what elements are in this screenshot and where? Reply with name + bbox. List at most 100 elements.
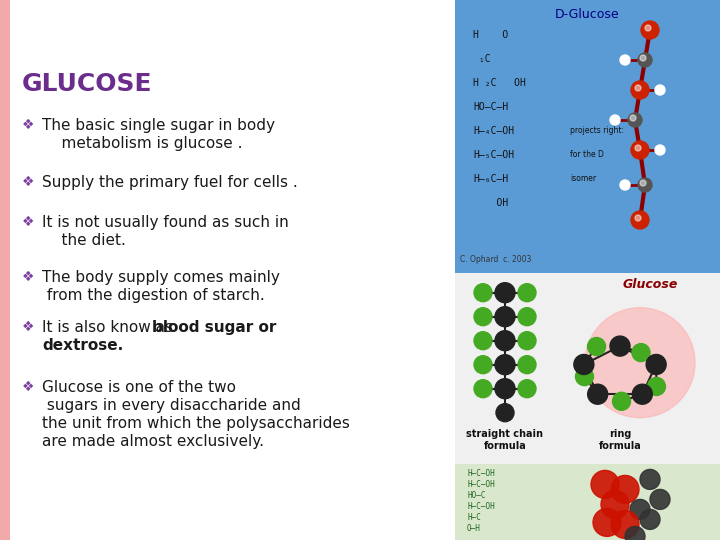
Text: for the D: for the D <box>570 150 604 159</box>
Circle shape <box>641 21 659 39</box>
Text: ❖: ❖ <box>22 270 35 284</box>
Circle shape <box>638 53 652 67</box>
Text: ring
formula: ring formula <box>598 429 642 451</box>
Circle shape <box>632 343 650 362</box>
Circle shape <box>495 379 515 399</box>
Text: H—C: H—C <box>467 514 481 522</box>
Text: isomer: isomer <box>570 174 596 183</box>
Text: ❖: ❖ <box>22 380 35 394</box>
Text: It is not usually found as such in: It is not usually found as such in <box>42 215 289 230</box>
Circle shape <box>588 338 606 355</box>
Text: the unit from which the polysaccharides: the unit from which the polysaccharides <box>42 416 350 431</box>
Text: ❖: ❖ <box>22 118 35 132</box>
Circle shape <box>635 145 641 151</box>
Circle shape <box>631 211 649 229</box>
Circle shape <box>613 393 631 410</box>
Text: Glucose: Glucose <box>622 278 678 291</box>
Text: H—₆C—H: H—₆C—H <box>473 174 508 184</box>
Text: Glucose is one of the two: Glucose is one of the two <box>42 380 236 395</box>
Text: H    O: H O <box>473 30 508 40</box>
Text: projects right:: projects right: <box>570 126 624 135</box>
Circle shape <box>496 404 514 422</box>
Bar <box>0 0 10 540</box>
Circle shape <box>635 85 641 91</box>
Circle shape <box>655 85 665 95</box>
Circle shape <box>630 115 636 121</box>
Circle shape <box>655 145 665 155</box>
Text: metabolism is glucose .: metabolism is glucose . <box>42 136 243 151</box>
Circle shape <box>585 308 695 418</box>
Circle shape <box>591 470 619 498</box>
Text: sugars in every disaccharide and: sugars in every disaccharide and <box>42 398 301 413</box>
Text: blood sugar or: blood sugar or <box>152 320 276 335</box>
Circle shape <box>588 384 608 404</box>
Text: H—₅C—OH: H—₅C—OH <box>473 150 514 160</box>
Text: are made almost exclusively.: are made almost exclusively. <box>42 434 264 449</box>
Text: Supply the primary fuel for cells .: Supply the primary fuel for cells . <box>42 175 298 190</box>
Text: ❖: ❖ <box>22 320 35 334</box>
Text: from the digestion of starch.: from the digestion of starch. <box>42 288 265 303</box>
Circle shape <box>601 490 629 518</box>
Circle shape <box>474 308 492 326</box>
Circle shape <box>518 356 536 374</box>
Circle shape <box>640 55 646 61</box>
Text: HO—C: HO—C <box>467 491 485 501</box>
Circle shape <box>611 510 639 538</box>
Circle shape <box>647 377 665 395</box>
Circle shape <box>645 25 651 31</box>
Text: The body supply comes mainly: The body supply comes mainly <box>42 270 280 285</box>
Circle shape <box>620 55 630 65</box>
Text: GLUCOSE: GLUCOSE <box>22 72 153 96</box>
Text: H—C—OH: H—C—OH <box>467 502 495 511</box>
Circle shape <box>575 368 593 386</box>
Bar <box>455 273 720 464</box>
Circle shape <box>495 307 515 327</box>
Text: OH: OH <box>473 198 508 208</box>
Text: O—H: O—H <box>467 524 481 534</box>
Circle shape <box>640 469 660 489</box>
Circle shape <box>646 354 666 374</box>
Circle shape <box>518 308 536 326</box>
Text: H—₄C—OH: H—₄C—OH <box>473 126 514 136</box>
Text: The basic single sugar in body: The basic single sugar in body <box>42 118 275 133</box>
Circle shape <box>628 113 642 127</box>
Bar <box>455 0 720 273</box>
Text: H ₂C   OH: H ₂C OH <box>473 78 526 88</box>
Circle shape <box>631 141 649 159</box>
Circle shape <box>474 356 492 374</box>
Circle shape <box>631 81 649 99</box>
Circle shape <box>495 330 515 350</box>
Circle shape <box>610 336 630 356</box>
Text: D-Glucose: D-Glucose <box>555 8 620 21</box>
Text: H—C—OH: H—C—OH <box>467 469 495 478</box>
Circle shape <box>625 526 645 540</box>
Circle shape <box>638 178 652 192</box>
Circle shape <box>610 115 620 125</box>
Text: ₁C: ₁C <box>473 54 490 64</box>
Text: ❖: ❖ <box>22 215 35 229</box>
Text: ❖: ❖ <box>22 175 35 189</box>
Circle shape <box>640 180 646 186</box>
Circle shape <box>518 380 536 397</box>
Circle shape <box>611 475 639 503</box>
Circle shape <box>640 509 660 529</box>
Circle shape <box>474 380 492 397</box>
Text: HO—C—H: HO—C—H <box>473 102 508 112</box>
Text: straight chain
formula: straight chain formula <box>467 429 544 451</box>
Circle shape <box>630 500 650 519</box>
Text: H—C—OH: H—C—OH <box>467 481 495 489</box>
Circle shape <box>635 215 641 221</box>
Circle shape <box>474 332 492 350</box>
Circle shape <box>632 384 652 404</box>
Text: the diet.: the diet. <box>42 233 126 248</box>
Circle shape <box>495 283 515 303</box>
Bar <box>455 464 720 540</box>
Circle shape <box>620 180 630 190</box>
Text: C. Ophard  c. 2003: C. Ophard c. 2003 <box>460 255 531 264</box>
Text: It is also know as: It is also know as <box>42 320 178 335</box>
Circle shape <box>518 284 536 302</box>
Text: dextrose.: dextrose. <box>42 338 123 353</box>
Circle shape <box>650 489 670 509</box>
Circle shape <box>593 508 621 536</box>
Circle shape <box>518 332 536 350</box>
